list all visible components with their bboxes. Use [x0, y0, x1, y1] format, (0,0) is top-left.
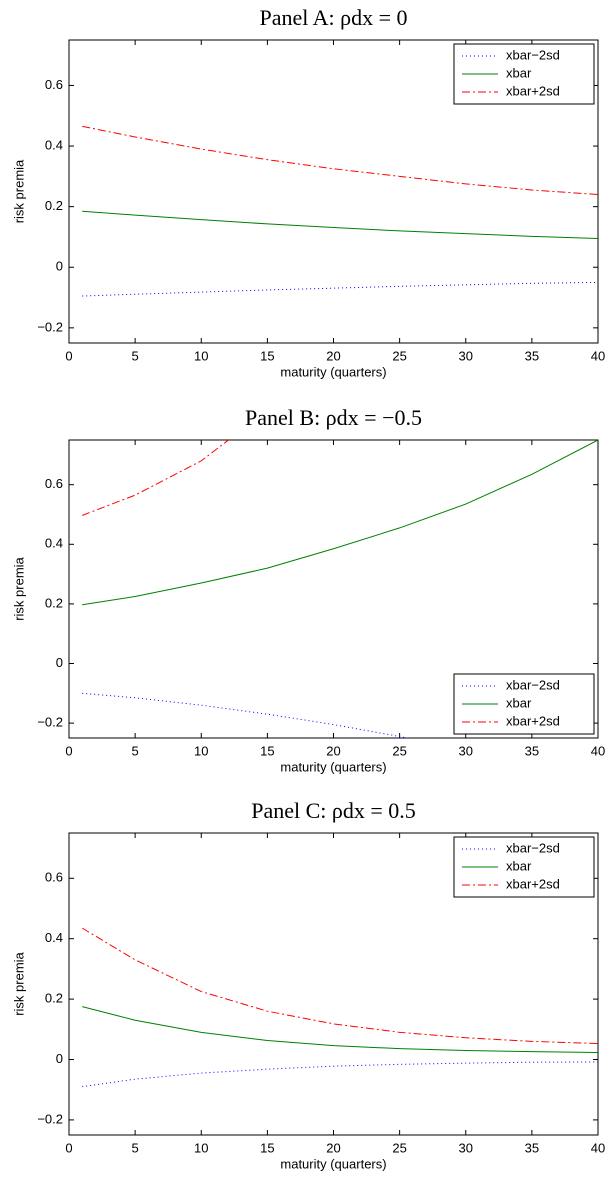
series-line: [82, 1061, 598, 1088]
x-tick-label: 15: [260, 1140, 274, 1155]
series-line: [82, 210, 598, 239]
x-tick-label: 20: [326, 348, 340, 363]
y-tick-label: 0.6: [45, 476, 63, 491]
x-tick-label: 25: [392, 743, 406, 758]
series-line: [81, 927, 598, 1044]
x-tick-label: 15: [260, 743, 274, 758]
series-line: [82, 440, 598, 606]
y-axis-label: risk premia: [11, 951, 26, 1015]
x-tick-label: 30: [459, 743, 473, 758]
legend-label: xbar: [506, 65, 532, 80]
x-tick-label: 40: [591, 348, 605, 363]
x-tick-label: 40: [591, 1140, 605, 1155]
x-tick-label: 0: [65, 348, 72, 363]
x-tick-label: 20: [326, 1140, 340, 1155]
series-line: [82, 125, 598, 196]
y-axis-label: risk premia: [11, 159, 26, 223]
y-axis-label: risk premia: [11, 556, 26, 620]
x-tick-label: 15: [260, 348, 274, 363]
legend-label: xbar+2sd: [506, 713, 560, 728]
x-tick-label: 25: [392, 1140, 406, 1155]
series-line: [82, 1006, 598, 1054]
legend-label: xbar: [506, 858, 532, 873]
y-tick-label: 0: [56, 1051, 63, 1066]
y-tick-label: 0.6: [45, 870, 63, 885]
legend-label: xbar−2sd: [506, 47, 560, 62]
x-tick-label: 35: [525, 348, 539, 363]
x-tick-label: 10: [194, 743, 208, 758]
y-tick-label: 0.4: [45, 536, 63, 551]
y-tick-label: 0.4: [45, 137, 63, 152]
y-tick-label: 0: [56, 259, 63, 274]
x-tick-label: 10: [194, 348, 208, 363]
x-tick-label: 5: [132, 743, 139, 758]
x-axis-label: maturity (quarters): [280, 759, 386, 774]
x-axis-label: maturity (quarters): [280, 1156, 386, 1171]
y-tick-label: 0.2: [45, 595, 63, 610]
legend-label: xbar−2sd: [506, 677, 560, 692]
y-tick-label: −0.2: [37, 319, 63, 334]
x-tick-label: 0: [65, 743, 72, 758]
x-tick-label: 40: [591, 743, 605, 758]
series-line: [82, 692, 410, 738]
panel-title: Panel A: ρdx = 0: [259, 5, 407, 30]
y-tick-label: 0.6: [45, 77, 63, 92]
x-tick-label: 5: [132, 348, 139, 363]
panel-title: Panel C: ρdx = 0.5: [251, 798, 416, 823]
x-tick-label: 30: [459, 1140, 473, 1155]
y-tick-label: −0.2: [37, 1111, 63, 1126]
legend-label: xbar: [506, 695, 532, 710]
y-tick-label: 0: [56, 655, 63, 670]
legend-label: xbar+2sd: [506, 83, 560, 98]
legend-label: xbar+2sd: [506, 876, 560, 891]
x-tick-label: 25: [392, 348, 406, 363]
x-tick-label: 20: [326, 743, 340, 758]
y-tick-label: 0.2: [45, 198, 63, 213]
y-tick-label: 0.2: [45, 991, 63, 1006]
x-tick-label: 30: [459, 348, 473, 363]
x-tick-label: 35: [525, 743, 539, 758]
x-tick-label: 0: [65, 1140, 72, 1155]
y-tick-label: −0.2: [37, 715, 63, 730]
x-tick-label: 10: [194, 1140, 208, 1155]
x-tick-label: 35: [525, 1140, 539, 1155]
series-line: [82, 440, 230, 516]
legend-label: xbar−2sd: [506, 840, 560, 855]
y-tick-label: 0.4: [45, 930, 63, 945]
series-line: [82, 281, 598, 297]
x-axis-label: maturity (quarters): [280, 364, 386, 379]
x-tick-label: 5: [132, 1140, 139, 1155]
panel-title: Panel B: ρdx = −0.5: [245, 405, 422, 430]
